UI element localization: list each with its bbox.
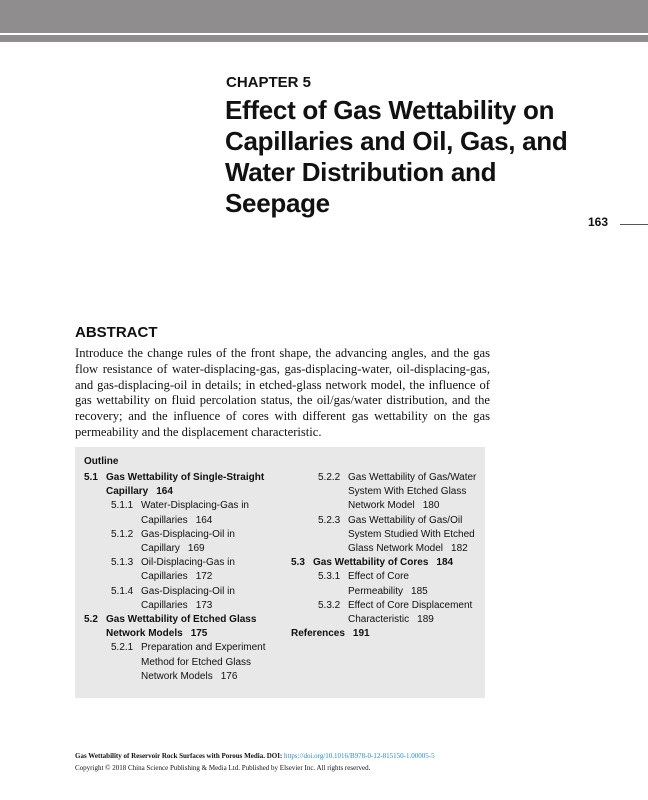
outline-item-page: 169 [187,543,205,555]
outline-item[interactable]: 5.1.4 Gas-Displacing-Oil in Capillaries 17… [84,585,284,613]
outline-item-number: 5.2.2 [318,472,341,483]
outline-item[interactable]: 5.3.1 Effect of Core Permeability 185 [291,570,486,598]
outline-item-text: Preparation and Experiment Method for Et… [141,642,266,682]
outline-item-page: 164 [156,486,173,498]
outline-item-text: Oil-Displacing-Gas in Capillaries [141,557,235,583]
outline-item-number: 5.2.3 [318,514,341,526]
abstract-heading: ABSTRACT [75,324,158,341]
outline-column-left: 5.1 Gas Wettability of Single-Straight Ca… [84,471,284,684]
outline-item[interactable]: 5.2.3 Gas Wettability of Gas/Oil System S… [291,514,486,557]
outline-item-text: Effect of Core Permeability [348,571,409,597]
outline-item[interactable]: 5.1.1 Water-Displacing-Gas in Capillaries… [84,499,284,527]
outline-item-number: 5.3.2 [318,599,341,611]
outline-title: Outline [84,456,119,467]
outline-item-text: Gas-Displacing-Oil in Capillaries [141,585,235,611]
outline-item-number: 5.1.3 [111,557,134,569]
outline-item[interactable]: 5.2 Gas Wettability of Etched Glass Netwo… [84,613,284,641]
outline-item-text: Gas Wettability of Gas/Oil System Studie… [348,514,475,555]
outline-item-number: 5.3.1 [318,571,341,583]
outline-item[interactable]: 5.3.2 Effect of Core Displacement Charact… [291,599,486,627]
chapter-label: CHAPTER 5 [226,74,312,91]
footer-copyright: Copyright © 2018 China Science Publishin… [75,764,371,772]
outline-box: Outline 5.1 Gas Wettability of Single-Str… [75,447,485,698]
chapter-title: Effect of Gas Wettability on Capillaries… [225,95,568,218]
outline-item-page: 175 [190,628,208,640]
outline-item-page: 164 [195,514,213,526]
outline-item-page: 180 [422,500,440,512]
page-number: 163 [588,215,609,229]
outline-item[interactable]: 5.2.2 Gas Wettability of Gas/Water System… [291,471,486,514]
outline-item[interactable]: 5.1.3 Oil-Displacing-Gas in Capillaries 17… [84,556,284,584]
outline-item-page: 185 [411,585,428,597]
outline-item-text: Gas Wettability of Single-Straight Capil… [106,472,265,498]
header-bar [0,0,648,33]
outline-item-number: 5.1.2 [111,528,134,540]
abstract-text: Introduce the change rules of the front … [75,346,490,439]
outline-item-page: 184 [436,557,454,569]
outline-item-number: 5.2 [84,614,98,626]
outline-item-number: 5.2.1 [111,642,134,654]
outline-item-page: 176 [220,670,238,682]
outline-item-text: Gas Wettability of Cores [313,557,429,569]
footer-book: Gas Wettability of Reservoir Rock Surfac… [75,752,285,760]
outline-item[interactable]: 5.2.1 Preparation and Experiment Method f… [84,641,284,684]
outline-item-number: 5.1.4 [111,585,134,597]
page-number-rule [620,224,648,225]
outline-item[interactable]: 5.1 Gas Wettability of Single-Straight Ca… [84,471,284,499]
outline-item-text: Water-Displacing-Gas in Capillaries [141,500,249,526]
outline-item-page: 182 [451,543,468,555]
outline-item-page: 173 [195,599,213,611]
footer: Gas Wettability of Reservoir Rock Surfac… [75,750,435,774]
outline-item-text: Effect of Core Displacement Characterist… [348,599,473,626]
outline-item-text: Gas-Displacing-Oil in Capillary [141,528,235,555]
outline-item-text: References [291,628,345,640]
outline-item[interactable]: 5.1.2 Gas-Displacing-Oil in Capillary 169 [84,528,284,556]
doi-link[interactable]: https://doi.org/10.1016/B978-0-12-815150… [284,752,435,760]
outline-item-number: 5.1 [84,472,98,483]
outline-item-page: 191 [352,628,370,640]
outline-item-text: Gas Wettability of Etched Glass Network … [106,614,257,640]
header-bar-lower [0,35,648,42]
outline-item-number: 5.1.1 [111,500,134,512]
outline-column-right: 5.2.2 Gas Wettability of Gas/Water System… [291,471,486,641]
outline-item-text: Gas Wettability of Gas/Water System With… [348,472,477,512]
outline-item[interactable]: 5.3 Gas Wettability of Cores 184 [291,556,486,570]
outline-item-number: 5.3 [291,557,305,569]
outline-item-page: 172 [195,571,213,583]
outline-item-page: 189 [417,614,434,626]
outline-item[interactable]: References 191 [291,627,486,641]
